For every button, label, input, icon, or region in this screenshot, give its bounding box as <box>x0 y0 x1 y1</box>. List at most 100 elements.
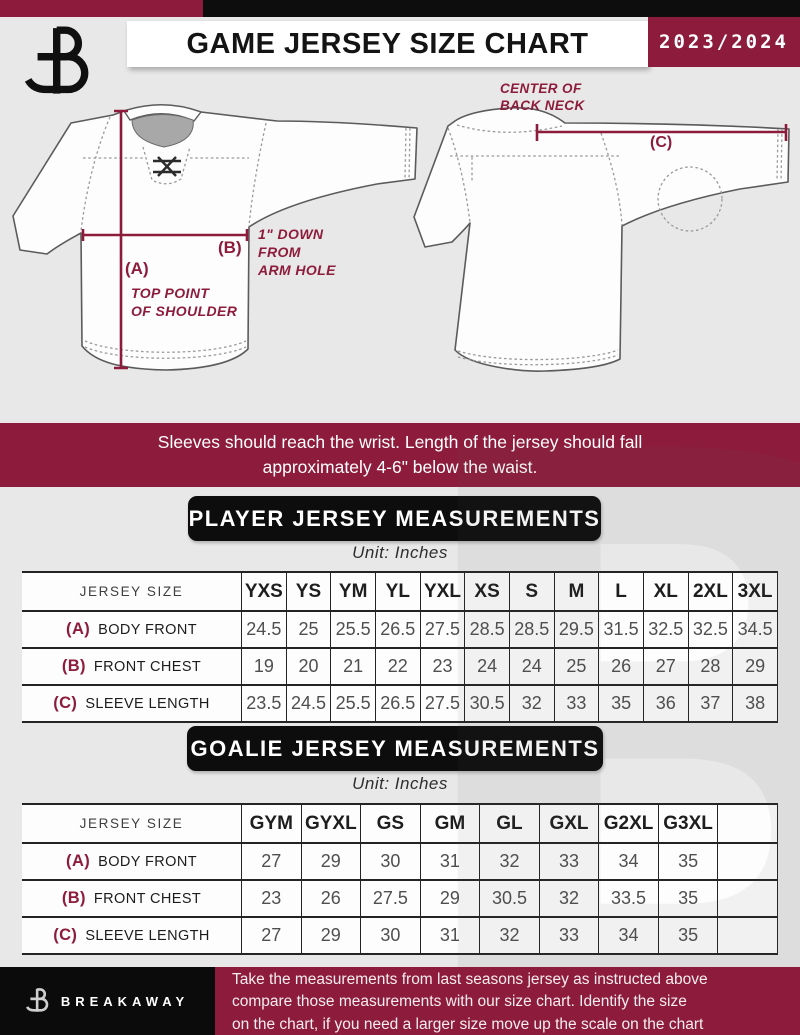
size-column-header: XL <box>642 571 689 612</box>
header-band: GAME JERSEY SIZE CHART <box>127 21 648 67</box>
measurement-cell: 30.5 <box>464 684 510 723</box>
measurement-cell: 24.5 <box>241 610 287 649</box>
footer-instructions: Take the measurements from last seasons … <box>215 967 800 1035</box>
measurement-cell: 29 <box>732 647 778 686</box>
top-black-strip <box>203 0 800 17</box>
measurement-cell: 34.5 <box>732 610 778 649</box>
measurement-cell: 26 <box>300 879 362 918</box>
measurement-row: (C) SLEEVE LENGTH 27 29 30 31 32 33 34 35 <box>22 916 778 955</box>
label-b: (B) <box>218 238 242 257</box>
front-jersey-drawing <box>12 104 418 371</box>
measurement-cell: 28.5 <box>464 610 510 649</box>
measurement-cell: 19 <box>241 647 287 686</box>
label-c-note: CENTER OF BACK NECK <box>500 81 585 113</box>
size-column-header <box>717 803 778 844</box>
measurement-cell: 37 <box>687 684 734 723</box>
size-column-header: YXS <box>241 571 287 612</box>
measurement-cell: 29 <box>300 842 362 881</box>
measurement-label: SLEEVE LENGTH <box>85 928 210 944</box>
size-column-header: 3XL <box>732 571 778 612</box>
measurement-cell: 28.5 <box>508 610 555 649</box>
measurement-cell: 20 <box>285 647 332 686</box>
breakaway-footer-logo-icon <box>25 988 49 1012</box>
measurement-key: (B) <box>61 657 86 675</box>
measurement-cell: 26 <box>598 647 644 686</box>
measurement-cell: 25.5 <box>330 684 376 723</box>
measurement-cell: 30 <box>360 842 421 881</box>
measurement-cell: 31.5 <box>598 610 644 649</box>
size-column-header: G2XL <box>598 803 659 844</box>
measurement-cell: 27 <box>642 647 689 686</box>
measurement-cell: 26.5 <box>374 610 421 649</box>
label-a-note: TOP POINT OF SHOULDER <box>131 285 238 319</box>
measurement-cell: 35 <box>657 842 719 881</box>
measurement-line-b <box>81 229 249 241</box>
measurement-row-label: (C) SLEEVE LENGTH <box>22 916 242 955</box>
measurement-cell: 28 <box>687 647 734 686</box>
player-unit-label: Unit: Inches <box>352 543 448 562</box>
fit-notice-banner: Sleeves should reach the wrist. Length o… <box>0 423 800 487</box>
jersey-size-label: JERSEY SIZE <box>22 803 242 844</box>
measurement-label: SLEEVE LENGTH <box>85 696 210 712</box>
measurement-cell: 33 <box>538 916 600 955</box>
measurement-cell: 31 <box>419 916 481 955</box>
size-column-header: YL <box>374 571 421 612</box>
measurement-row-label: (C) SLEEVE LENGTH <box>22 684 242 723</box>
measurement-cell: 31 <box>419 842 481 881</box>
measurement-cell: 27.5 <box>360 879 421 918</box>
size-column-header: GM <box>419 803 481 844</box>
measurement-row: (B) FRONT CHEST 23 26 27.5 29 30.5 32 33.5 35 <box>22 879 778 918</box>
label-a: (A) <box>125 259 149 278</box>
measurement-cell: 27.5 <box>419 610 466 649</box>
measurement-cell: 33 <box>538 842 600 881</box>
measurement-key: (C) <box>53 694 78 712</box>
size-column-header: S <box>508 571 555 612</box>
measurement-cell: 32 <box>479 916 540 955</box>
measurement-cell: 38 <box>732 684 778 723</box>
measurement-cell: 25 <box>285 610 332 649</box>
season-badge: 2023/2024 <box>648 17 800 67</box>
measurement-cell: 23.5 <box>241 684 287 723</box>
measurement-cell: 24 <box>508 647 555 686</box>
size-column-header: GYM <box>241 803 302 844</box>
measurement-cell: 32.5 <box>642 610 689 649</box>
measurement-cell: 24 <box>464 647 510 686</box>
measurement-row: (B) FRONT CHEST 19 20 21 22 23 24 24 25 26 27 28 29 <box>22 647 778 686</box>
measurement-cell: 21 <box>330 647 376 686</box>
lace-detail <box>153 156 181 177</box>
measurement-cell: 25.5 <box>330 610 376 649</box>
measurement-cell <box>717 916 778 955</box>
measurement-cell: 27.5 <box>419 684 466 723</box>
measurement-cell: 29.5 <box>553 610 600 649</box>
measurement-cell: 30.5 <box>479 879 540 918</box>
label-c: (C) <box>650 134 673 151</box>
measurement-cell: 36 <box>642 684 689 723</box>
measurement-cell: 29 <box>419 879 481 918</box>
player-size-table: JERSEY SIZE YXS YS YM YL YXL XS S M L XL 2XL 3XL (A)… <box>22 571 778 723</box>
size-column-header: YM <box>330 571 376 612</box>
label-b-note: 1" DOWN FROM ARM HOLE <box>258 226 336 278</box>
measurement-cell: 23 <box>241 879 302 918</box>
footer-brand-name: BREAKAWAY <box>60 993 190 1009</box>
measurement-key: (B) <box>61 889 86 907</box>
breakaway-logo-icon <box>24 26 99 100</box>
goalie-section-banner: GOALIE JERSEY MEASUREMENTS <box>187 726 603 771</box>
measurement-cell: 29 <box>300 916 362 955</box>
measurement-cell: 34 <box>598 916 659 955</box>
back-jersey-drawing <box>413 107 790 372</box>
measurement-cell: 27 <box>241 916 302 955</box>
goalie-unit-label: Unit: Inches <box>352 774 448 793</box>
footer-brand-block: BREAKAWAY <box>0 967 215 1035</box>
measurement-key: (C) <box>53 926 78 944</box>
measurement-line-a <box>114 109 128 370</box>
goalie-size-table: JERSEY SIZE GYM GYXL GS GM GL GXL G2XL G3XL (A) B… <box>22 803 778 955</box>
measurement-cell: 33.5 <box>598 879 659 918</box>
jersey-diagrams <box>12 104 790 372</box>
measurement-cell: 35 <box>657 879 719 918</box>
measurement-cell: 26.5 <box>374 684 421 723</box>
measurement-cell <box>717 842 778 881</box>
measurement-row: (A) BODY FRONT 27 29 30 31 32 33 34 35 <box>22 842 778 881</box>
measurement-label: FRONT CHEST <box>93 891 202 907</box>
goalie-header-row: JERSEY SIZE GYM GYXL GS GM GL GXL G2XL G3XL <box>22 803 778 844</box>
